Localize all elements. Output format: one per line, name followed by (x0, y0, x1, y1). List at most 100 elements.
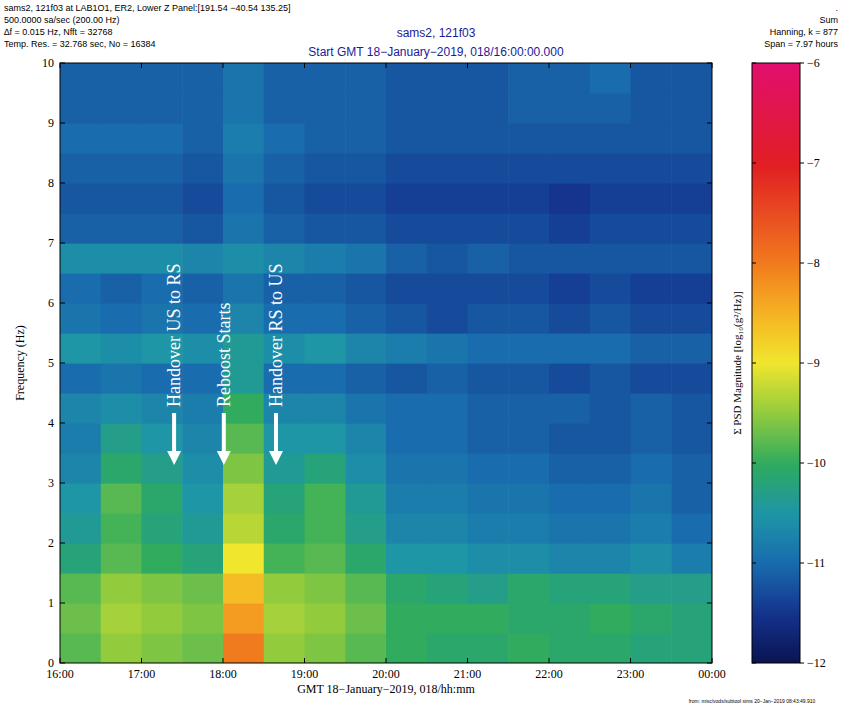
cell (631, 603, 672, 634)
annotation-arrowhead (269, 451, 283, 465)
cell (223, 423, 264, 454)
cell (60, 303, 101, 334)
cell (549, 543, 590, 574)
cell (590, 63, 631, 94)
colorbar-tick (752, 163, 756, 164)
cell (549, 603, 590, 634)
x-tick (304, 658, 305, 663)
cell (427, 303, 468, 334)
cell (671, 633, 712, 663)
cell (60, 423, 101, 454)
cell (142, 423, 183, 454)
x-tick-label: 21:00 (454, 667, 481, 681)
x-tick (141, 658, 142, 663)
cell (427, 273, 468, 304)
cell (386, 213, 427, 244)
cell (60, 483, 101, 514)
colorbar-tick (800, 563, 804, 564)
x-tick (141, 63, 142, 68)
y-tick (707, 63, 712, 64)
cell (508, 93, 549, 124)
cell (345, 183, 386, 214)
y-tick-label: 0 (48, 656, 54, 670)
cell (590, 153, 631, 184)
cell (101, 243, 142, 274)
cell (101, 633, 142, 663)
cell (101, 603, 142, 634)
cell (142, 153, 183, 184)
cell (223, 603, 264, 634)
cell (671, 483, 712, 514)
footer: from: misc/vods/subtool sims 20−Jan−2019… (689, 698, 816, 704)
x-tick-label: 00:00 (698, 667, 725, 681)
x-tick (467, 63, 468, 68)
x-tick (630, 63, 631, 68)
cell (223, 273, 264, 304)
x-tick (60, 658, 61, 663)
cell (101, 93, 142, 124)
cell (223, 243, 264, 274)
cell (345, 423, 386, 454)
cell (468, 453, 509, 484)
colorbar-tick-label: −8 (807, 256, 820, 270)
cell (671, 303, 712, 334)
cell (345, 393, 386, 424)
cell (631, 273, 672, 304)
cell (427, 123, 468, 154)
y-tick (60, 423, 65, 424)
cell (101, 273, 142, 304)
cell (468, 603, 509, 634)
x-tick (712, 63, 713, 68)
cell (427, 633, 468, 663)
cell (671, 393, 712, 424)
cell (631, 393, 672, 424)
cell (671, 63, 712, 94)
cell (590, 183, 631, 214)
cell (508, 333, 549, 364)
cell (590, 243, 631, 274)
cell (508, 423, 549, 454)
cell (549, 63, 590, 94)
cell (631, 123, 672, 154)
colorbar-tick-label: −12 (807, 656, 826, 670)
cell (223, 543, 264, 574)
cell (264, 183, 305, 214)
cell (508, 63, 549, 94)
cell (671, 213, 712, 244)
cell (427, 213, 468, 244)
cell (223, 213, 264, 244)
cell (305, 213, 346, 244)
cell (590, 123, 631, 154)
cell (60, 243, 101, 274)
cell (468, 363, 509, 394)
cell (142, 513, 183, 544)
cell (264, 63, 305, 94)
cell (386, 603, 427, 634)
cell (223, 183, 264, 214)
cell (264, 93, 305, 124)
x-tick (223, 63, 224, 68)
cell (305, 603, 346, 634)
cell (508, 573, 549, 604)
x-axis-title: GMT 18−January−2019, 018/hh:mm (297, 682, 475, 696)
cell (590, 363, 631, 394)
cell (427, 63, 468, 94)
y-tick-label: 7 (48, 236, 54, 250)
cell (305, 333, 346, 364)
cell (468, 483, 509, 514)
cell (345, 273, 386, 304)
cell (182, 423, 223, 454)
cell (305, 183, 346, 214)
cell (60, 93, 101, 124)
cell (264, 573, 305, 604)
cell (182, 603, 223, 634)
cell (631, 63, 672, 94)
cell (590, 93, 631, 124)
cell (427, 513, 468, 544)
cell (427, 93, 468, 124)
cell (631, 153, 672, 184)
annotations: Handover US to RSReboost StartsHandover … (164, 264, 286, 466)
header-line: Temp. Res. = 32.768 sec, No = 16384 (4, 39, 156, 49)
cell (305, 243, 346, 274)
cell (549, 573, 590, 604)
